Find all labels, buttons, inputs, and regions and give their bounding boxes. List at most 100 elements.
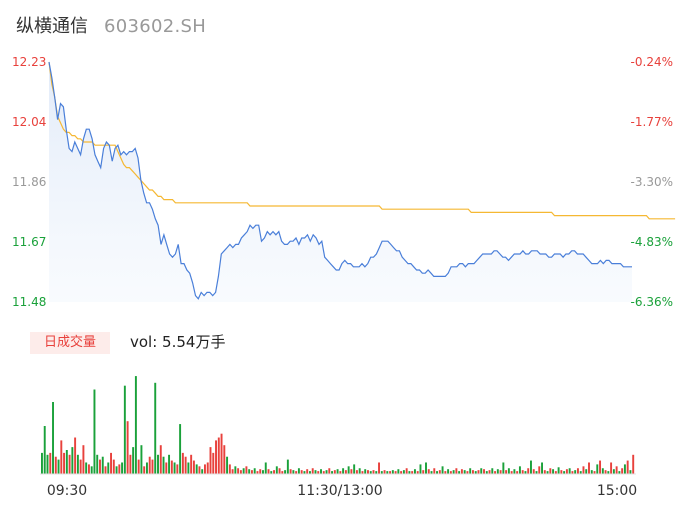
volume-bar: [626, 460, 629, 474]
y-tick-right: -6.36%: [631, 295, 673, 309]
volume-bar: [408, 471, 411, 474]
volume-bar: [281, 471, 284, 474]
volume-bar: [184, 456, 187, 474]
volume-bar: [353, 464, 356, 474]
volume-bar: [527, 468, 530, 474]
volume-bar: [223, 445, 226, 474]
volume-bar: [460, 469, 463, 474]
volume-bar: [336, 469, 339, 474]
volume-bar: [118, 464, 121, 474]
volume-bar: [438, 470, 441, 474]
volume-bar: [170, 460, 173, 474]
x-axis: 09:30 11:30/13:00 15:00: [47, 483, 637, 499]
volume-bar: [168, 454, 171, 474]
volume-bar: [226, 456, 229, 474]
y-tick-left: 12.23: [12, 55, 46, 69]
volume-bar: [143, 466, 146, 474]
volume-bar: [574, 470, 577, 474]
volume-bar: [71, 447, 74, 474]
volume-bar: [198, 466, 201, 474]
volume-bar: [576, 468, 579, 474]
volume-bar: [104, 466, 107, 474]
volume-bar: [157, 454, 159, 474]
volume-bar: [234, 466, 237, 474]
y-tick-right: -0.24%: [631, 55, 673, 69]
volume-bar: [571, 471, 574, 474]
volume-bar: [123, 385, 126, 474]
volume-bar: [187, 462, 190, 474]
volume-bar: [297, 468, 300, 474]
volume-bar: [422, 470, 425, 474]
volume-bar: [148, 456, 151, 474]
volume-bar: [369, 471, 372, 474]
volume-bar: [590, 470, 593, 474]
volume-bar: [292, 470, 295, 474]
volume-bar: [74, 437, 77, 474]
volume-bar: [41, 452, 43, 474]
volume-bar: [317, 471, 320, 474]
volume-bar: [79, 459, 82, 474]
volume-bar: [176, 464, 179, 474]
volume-bar: [342, 468, 345, 474]
volume-bar: [579, 471, 582, 474]
stock-name: 纵横通信: [16, 16, 88, 37]
stock-code: 603602.SH: [104, 16, 207, 37]
price-series: [48, 61, 632, 300]
volume-bar: [248, 469, 251, 474]
volume-bar: [262, 470, 264, 474]
volume-bar: [499, 470, 502, 474]
volume-bar: [552, 469, 555, 474]
volume-bar: [132, 447, 135, 474]
volume-bar: [488, 470, 491, 474]
volume-bar: [159, 445, 162, 474]
volume-bar: [361, 471, 364, 474]
volume-bar: [209, 447, 212, 474]
volume-bar: [601, 468, 604, 474]
volume-bar: [333, 470, 336, 474]
volume-bar: [444, 471, 447, 474]
volume-bar: [491, 468, 494, 474]
volume-bar: [593, 471, 596, 474]
volume-bar: [60, 440, 63, 474]
volume-bar: [604, 470, 607, 474]
volume-bar: [181, 452, 184, 474]
y-tick-left: 11.48: [12, 295, 46, 309]
volume-bar: [63, 452, 66, 474]
volume-bar: [195, 464, 198, 474]
volume-bar: [215, 440, 217, 474]
volume-bar: [300, 470, 303, 474]
volume-bar: [565, 469, 568, 474]
y-tick-left: 11.67: [12, 235, 46, 249]
volume-bar: [427, 469, 430, 474]
volume-bar: [405, 468, 408, 474]
y-axis-left: 12.23 12.04 11.86 11.67 11.48: [12, 55, 46, 309]
volume-bar: [367, 470, 369, 474]
volume-bar: [90, 466, 93, 474]
volume-bar: [413, 469, 416, 474]
volume-bar: [49, 452, 52, 474]
y-tick-left: 11.86: [12, 175, 46, 189]
volume-bar: [68, 454, 71, 474]
volume-bar: [220, 433, 223, 474]
volume-bar: [538, 466, 541, 474]
volume-bar: [137, 459, 140, 474]
volume-bar: [273, 470, 275, 474]
volume-bar: [411, 471, 414, 474]
y-tick-right: -1.77%: [631, 115, 673, 129]
volume-bar: [510, 471, 513, 474]
volume-bar: [350, 469, 353, 474]
volume-bar: [588, 462, 590, 474]
volume-bar: [483, 469, 485, 474]
y-tick-left: 12.04: [12, 115, 46, 129]
volume-bar: [355, 470, 358, 474]
volume-bar: [535, 471, 538, 474]
volume-bar: [541, 462, 543, 474]
volume-bar: [126, 421, 129, 474]
y-tick-right: -4.83%: [631, 235, 673, 249]
volume-bar: [557, 467, 560, 474]
volume-bar: [112, 459, 115, 474]
volume-bar: [596, 464, 599, 474]
volume-bar: [607, 471, 610, 474]
volume-bar: [623, 464, 626, 474]
